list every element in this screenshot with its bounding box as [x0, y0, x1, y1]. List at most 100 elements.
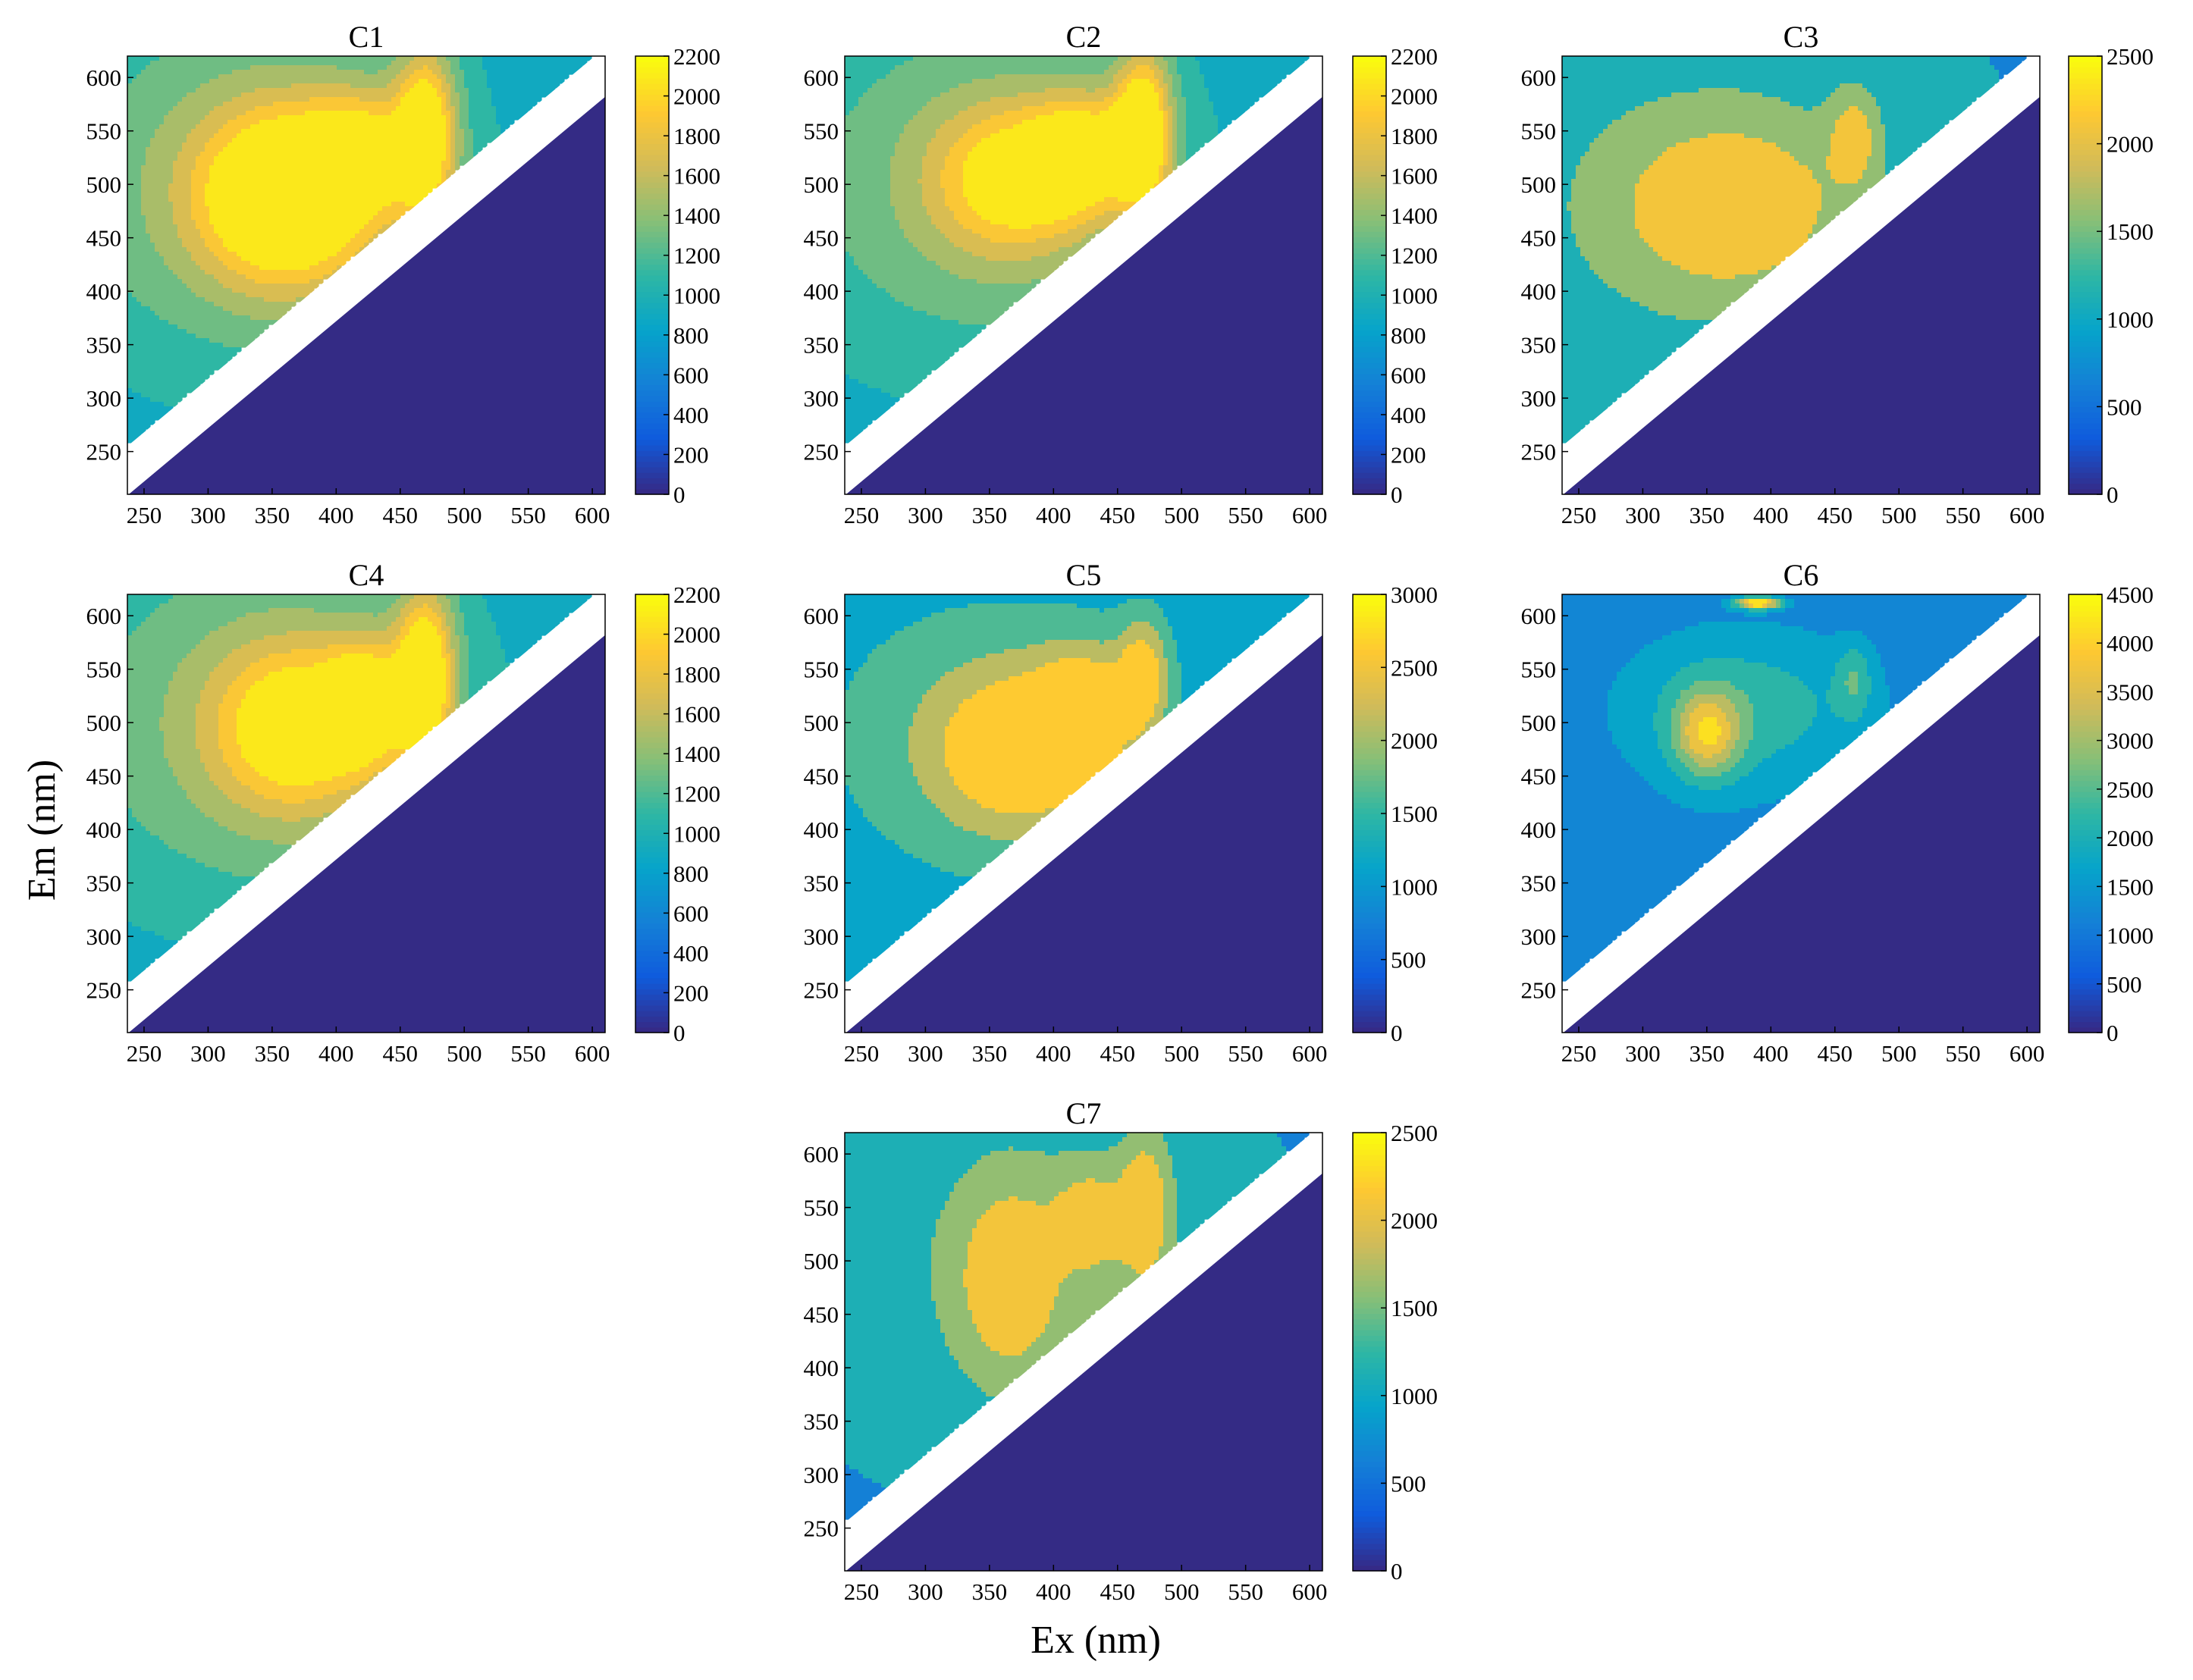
contour-cell — [419, 129, 424, 134]
contour-cell — [232, 220, 237, 225]
contour-cell — [209, 329, 215, 334]
contour-cell — [241, 215, 246, 221]
contour-cell — [378, 197, 383, 202]
contour-cell — [264, 147, 269, 152]
contour-cell — [296, 133, 301, 139]
contour-cell — [259, 238, 265, 243]
contour-cell — [268, 156, 274, 161]
contour-cell — [196, 161, 201, 166]
contour-cell — [858, 252, 864, 257]
contour-cell — [419, 156, 424, 161]
contour-cell — [209, 147, 215, 152]
contour-cell — [268, 161, 274, 166]
contour-cell — [323, 238, 328, 243]
contour-cell — [287, 270, 292, 275]
contour-cell — [155, 261, 160, 266]
contour-cell — [849, 115, 855, 121]
contour-cell — [487, 61, 492, 66]
contour-cell — [318, 193, 324, 198]
contour-cell — [191, 111, 196, 116]
contour-cell — [364, 115, 369, 121]
contour-cell — [328, 88, 333, 93]
contour-cell — [191, 238, 196, 243]
contour-cell — [364, 211, 369, 216]
contour-cell — [455, 97, 460, 102]
contour-cell — [232, 284, 237, 289]
contour-cell — [300, 65, 306, 71]
contour-cell — [209, 288, 215, 293]
contour-cell — [396, 174, 401, 180]
contour-cell — [491, 70, 497, 75]
contour-cell — [328, 202, 333, 207]
contour-cell — [141, 224, 146, 230]
contour-cell — [373, 65, 378, 71]
contour-cell — [287, 56, 292, 61]
contour-cell — [136, 220, 142, 225]
colorbar-segment — [635, 308, 669, 315]
contour-cell — [268, 74, 274, 80]
contour-cell — [177, 261, 183, 266]
contour-cell — [246, 297, 251, 302]
contour-cell — [359, 188, 365, 193]
contour-cell — [187, 102, 192, 107]
contour-cell — [287, 265, 292, 271]
contour-cell — [250, 220, 256, 225]
contour-cell — [460, 88, 465, 93]
contour-cell — [173, 243, 178, 248]
contour-cell — [309, 147, 315, 152]
contour-cell — [214, 174, 219, 180]
contour-cell — [460, 102, 465, 107]
contour-cell — [409, 124, 415, 130]
contour-cell — [214, 306, 219, 312]
contour-cell — [150, 238, 155, 243]
contour-cell — [141, 429, 146, 434]
contour-cell — [191, 215, 196, 221]
contour-cell — [858, 361, 864, 366]
contour-cell — [136, 243, 142, 248]
contour-cell — [214, 65, 219, 71]
contour-cell — [273, 279, 278, 284]
contour-cell — [863, 415, 868, 421]
contour-cell — [391, 102, 397, 107]
contour-cell — [441, 138, 447, 143]
contour-cell — [309, 229, 315, 234]
contour-cell — [300, 138, 306, 143]
contour-cell — [391, 220, 397, 225]
contour-cell — [460, 65, 465, 71]
contour-cell — [528, 97, 533, 102]
contour-cell — [382, 165, 387, 171]
contour-cell — [491, 124, 497, 130]
contour-cell — [405, 152, 410, 157]
contour-cell — [132, 188, 137, 193]
contour-cell — [858, 102, 864, 107]
contour-cell — [237, 74, 242, 80]
contour-cell — [136, 406, 142, 412]
contour-cell — [136, 215, 142, 221]
contour-cell — [132, 297, 137, 302]
contour-cell — [237, 215, 242, 221]
contour-cell — [168, 229, 174, 234]
contour-cell — [255, 74, 260, 80]
contour-cell — [250, 238, 256, 243]
contour-cell — [223, 206, 228, 212]
contour-cell — [863, 252, 868, 257]
contour-cell — [455, 161, 460, 166]
contour-cell — [341, 92, 347, 98]
contour-cell — [858, 152, 864, 157]
contour-cell — [305, 206, 310, 212]
contour-cell — [300, 243, 306, 248]
contour-cell — [309, 161, 315, 166]
contour-cell — [223, 247, 228, 252]
contour-cell — [191, 88, 196, 93]
contour-cell — [177, 156, 183, 161]
contour-cell — [863, 129, 868, 134]
contour-cell — [141, 106, 146, 111]
contour-cell — [473, 74, 478, 80]
contour-cell — [250, 229, 256, 234]
contour-cell — [437, 102, 442, 107]
contour-cell — [155, 79, 160, 84]
contour-cell — [428, 70, 433, 75]
contour-cell — [205, 220, 210, 225]
contour-cell — [845, 61, 850, 66]
contour-cell — [845, 106, 850, 111]
